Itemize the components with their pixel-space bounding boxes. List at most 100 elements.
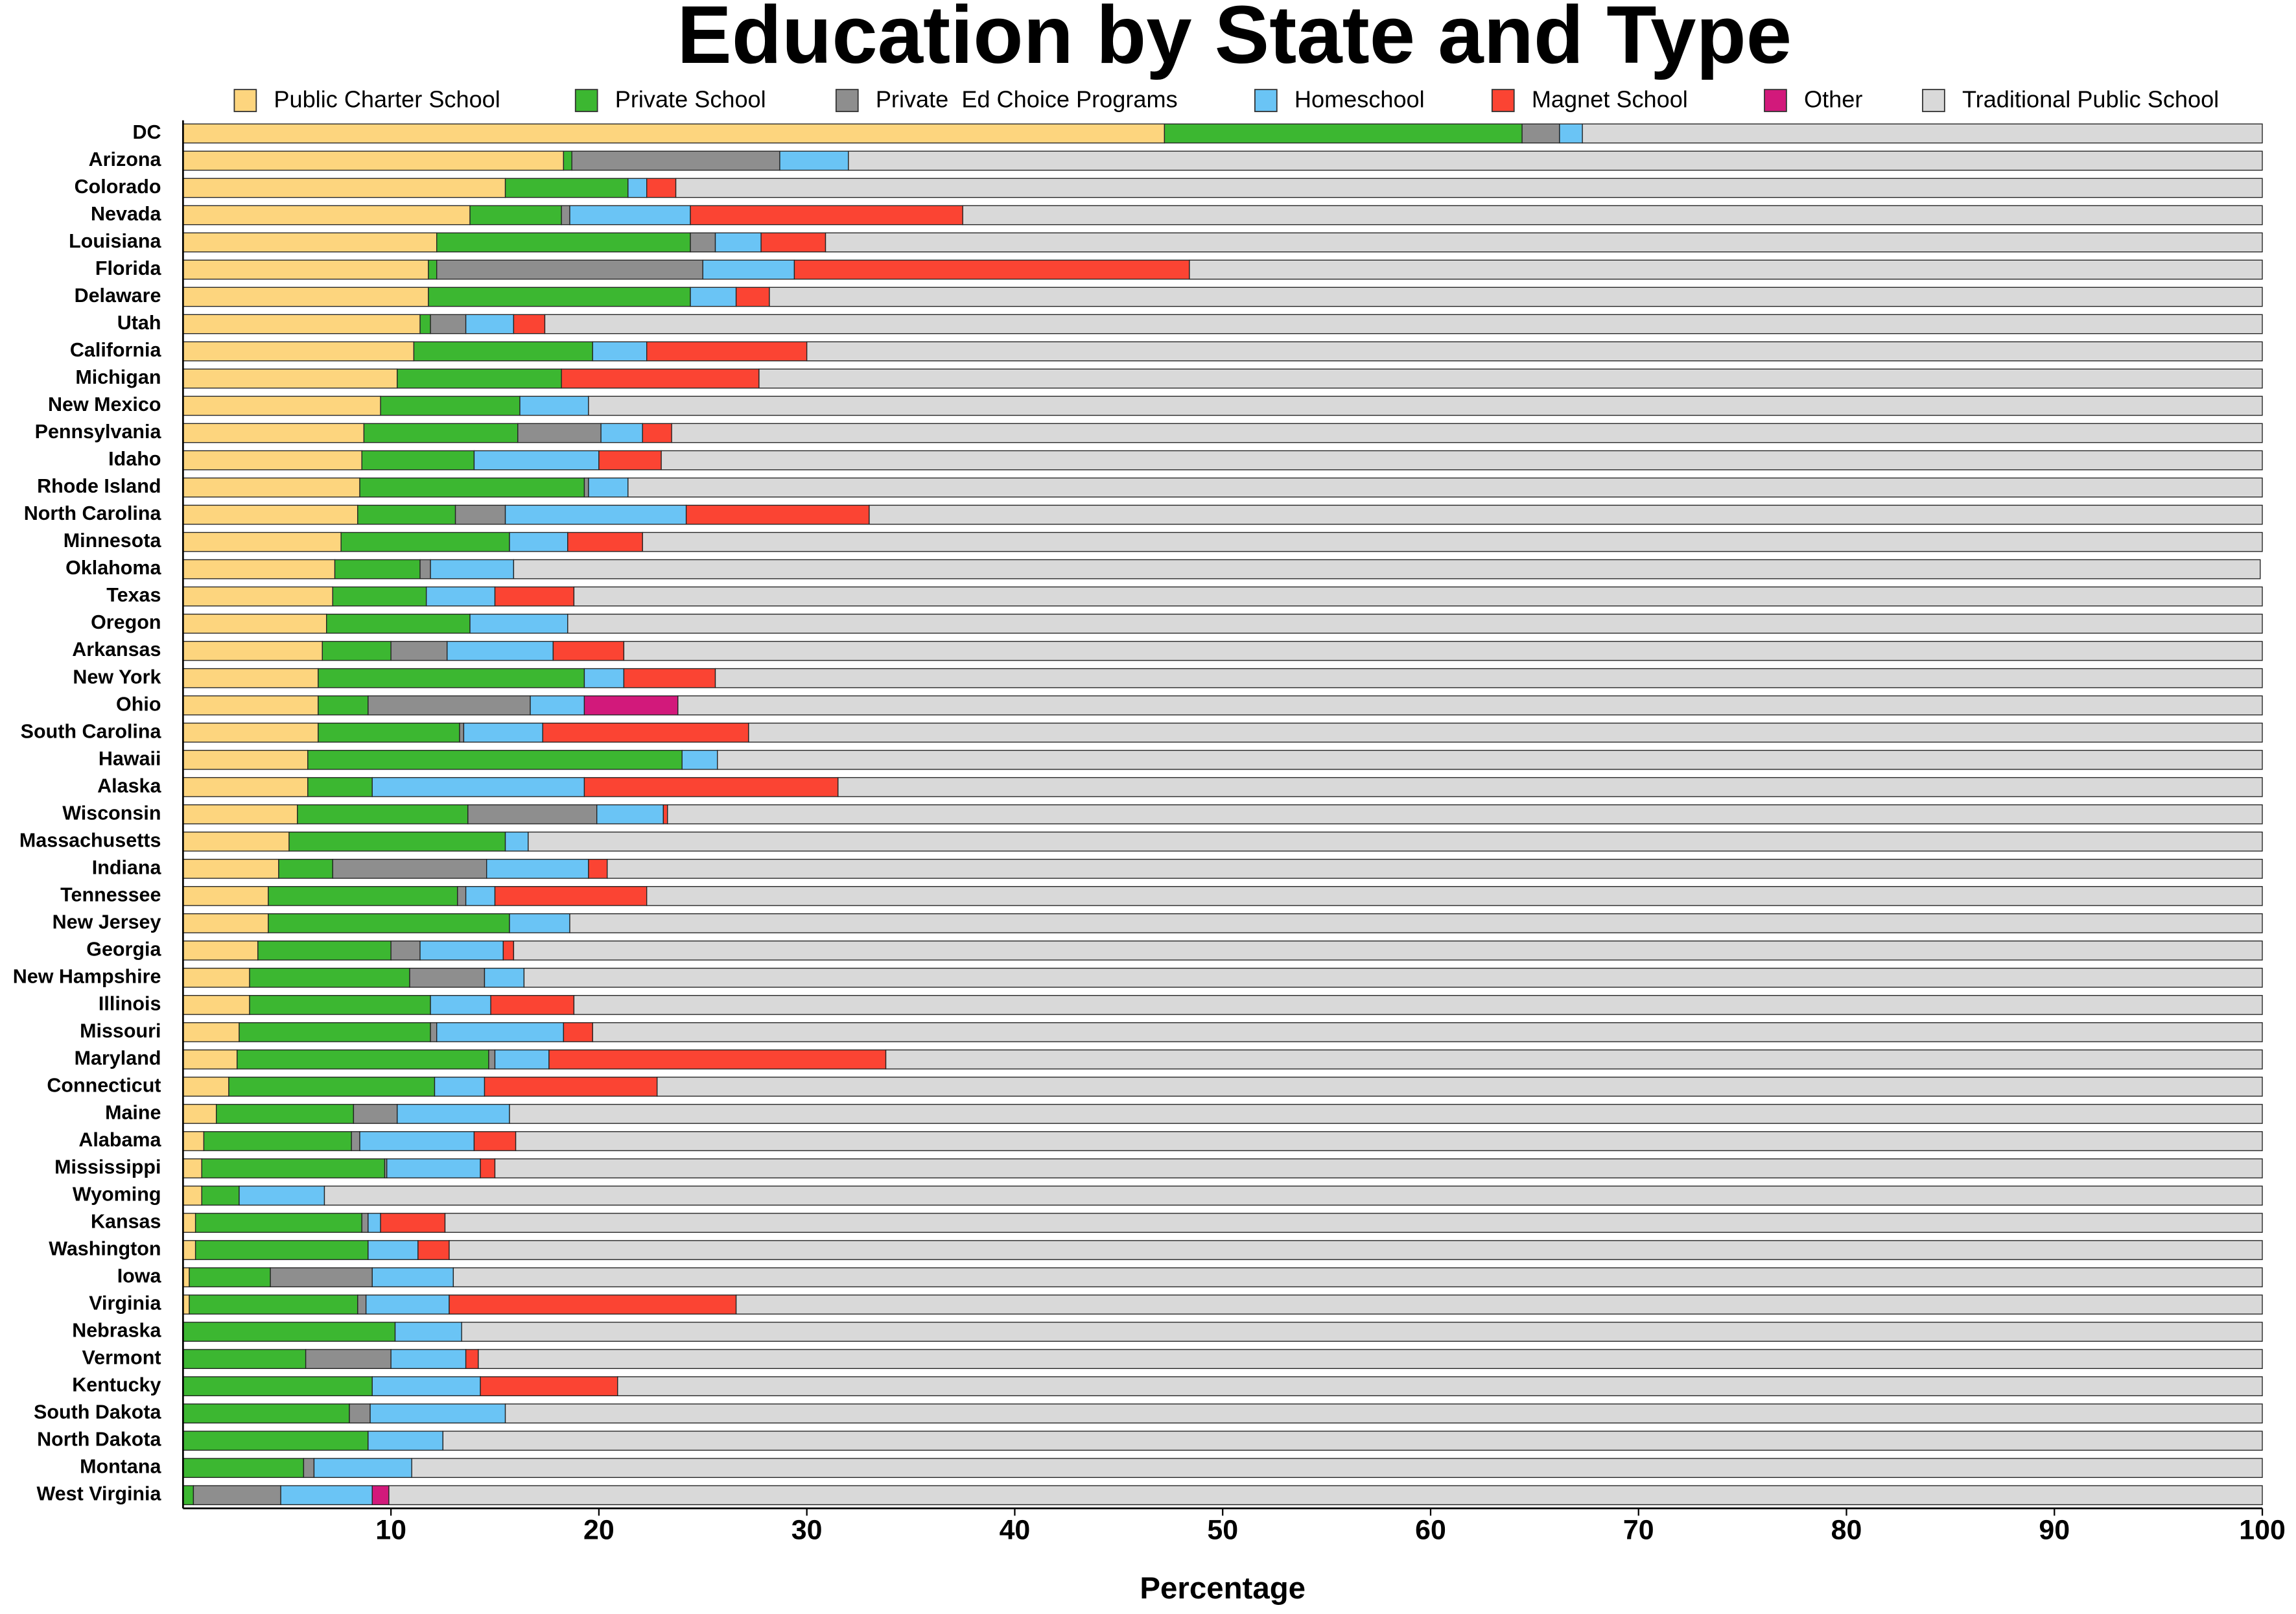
bar-segment [480,1376,618,1396]
y-tick-label: Arkansas [72,638,161,661]
legend-swatch [1922,89,1945,112]
x-tick-label: 90 [2039,1514,2070,1545]
bar-segment [201,1158,386,1178]
bar-segment [646,178,677,198]
bar-segment [494,885,648,906]
bar-segment [513,941,2263,961]
bar-segment [411,1458,2263,1479]
bar-segment [690,232,716,253]
bar-segment [662,804,668,825]
bar-segment [490,995,575,1015]
bar-segment [189,1294,358,1315]
bar-segment [268,885,458,906]
bar-segment [193,1485,281,1506]
legend-swatch [574,89,598,112]
bar-segment [182,423,365,443]
bar-segment [702,259,795,280]
bar-segment [182,1213,196,1233]
bar-segment [182,259,429,280]
bar-segment [182,1376,373,1396]
bar-segment [318,722,460,743]
y-tick-label: Ohio [116,693,161,715]
bar-segment [513,314,546,334]
bar-segment [825,232,2263,253]
legend-swatch [835,89,859,112]
bar-segment [748,722,2263,743]
y-tick-label: Alabama [78,1129,161,1151]
bar-segment [806,341,2263,362]
bar-segment [430,995,491,1015]
bar-segment [717,749,2263,770]
bar-segment [671,423,2263,443]
y-tick-label: New Jersey [53,911,161,933]
bar-segment [592,341,648,362]
bar-segment [371,1485,390,1506]
bar-segment [793,259,1190,280]
bar-segment [313,1458,412,1479]
y-tick-label: Texas [106,584,161,606]
bar-segment [182,1131,205,1151]
bar-segment [567,613,2263,634]
bar-segment [332,858,487,879]
bar-segment [583,695,679,716]
bar-segment [182,1485,194,1506]
y-tick-label: Kentucky [72,1374,161,1396]
bar-segment [735,287,770,307]
y-tick-label: South Dakota [34,1401,162,1423]
bar-segment [270,1267,373,1287]
bar-segment [361,450,475,471]
y-tick-label: Illinois [99,992,161,1014]
bar-segment [552,640,625,661]
bar-segment [182,668,319,688]
bar-segment [419,314,431,334]
bar-segment [371,1267,454,1287]
bar-segment [513,559,2261,579]
y-tick-label: Vermont [82,1347,161,1369]
legend-swatch [1491,89,1515,112]
bar-segment [600,423,643,443]
y-tick-label: Nevada [91,203,161,225]
bar-segment [351,1131,360,1151]
bar-segment [459,722,465,743]
y-tick-label: DC [132,121,161,143]
y-tick-label: Montana [80,1456,161,1478]
bar-segment [182,150,565,171]
y-tick-label: Missouri [80,1020,161,1042]
bar-segment [617,1376,2263,1396]
y-tick-label: South Carolina [21,720,162,742]
bar-segment [182,1158,202,1178]
bar-segment [478,1349,2263,1369]
bar-segment [661,450,2263,471]
bar-segment [182,205,471,226]
bar-segment [544,314,2263,334]
bar-segment [714,668,2263,688]
bar-segment [542,722,749,743]
bar-segment [504,504,687,525]
bar-segment [760,232,826,253]
y-tick-label: Massachusetts [19,829,161,851]
bar-segment [1189,259,2263,280]
bar-segment [189,1267,271,1287]
bar-segment [419,941,504,961]
bar-segment [449,1240,2263,1260]
bar-segment [288,831,506,852]
bar-segment [1582,123,2263,144]
bar-segment [675,178,2263,198]
bar-segment [588,858,608,879]
bar-segment [353,1104,398,1124]
bar-segment [486,858,589,879]
bar-segment [359,477,585,498]
bar-segment [583,777,839,797]
bar-segment [454,504,506,525]
bar-segment [357,504,456,525]
bar-segment [368,1213,381,1233]
bar-segment [182,1049,238,1070]
y-tick-label: West Virginia [36,1483,161,1505]
legend-label: Private Ed Choice Programs [876,86,1178,113]
bar-segment [397,1104,510,1124]
bar-segment [642,423,672,443]
y-tick-label: Mississippi [54,1156,161,1178]
y-tick-label: New Mexico [48,393,161,415]
bar-segment [228,1077,436,1097]
bar-segment [869,504,2263,525]
